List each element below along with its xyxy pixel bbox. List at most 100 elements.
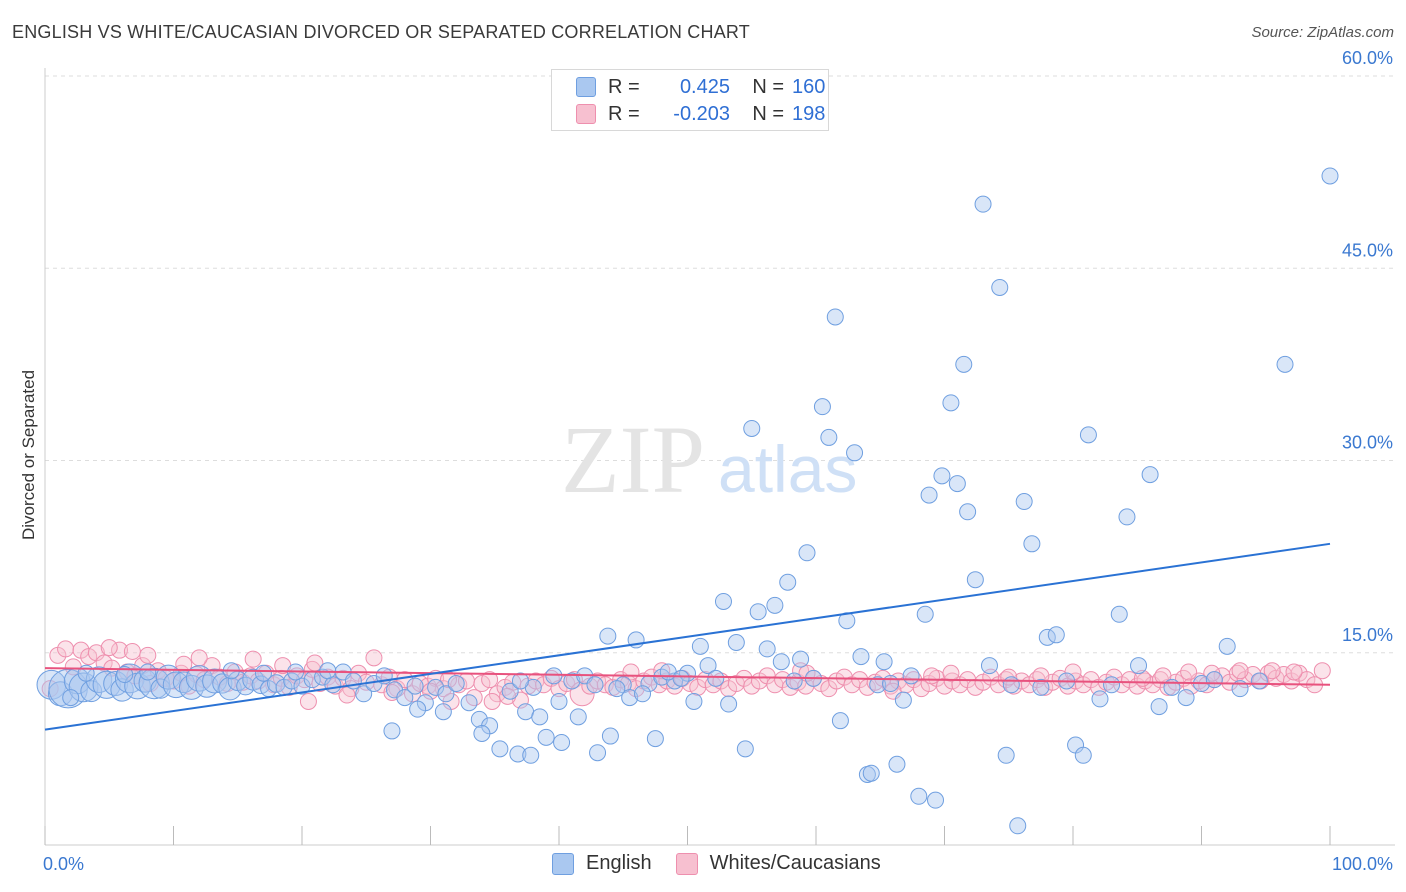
point-english [599, 627, 617, 645]
point-whites [499, 687, 517, 705]
y-tick-label: 30.0% [1342, 433, 1393, 453]
point-english [172, 671, 195, 694]
point-english [714, 592, 732, 610]
point-english [589, 744, 607, 762]
x-tick-label: 100.0% [1332, 854, 1393, 874]
point-whites [1263, 662, 1281, 680]
legend-n-label: N = [752, 102, 784, 125]
point-english [910, 787, 928, 805]
point-english [766, 596, 784, 614]
bottom-legend-label-whites: Whites/Caucasians [709, 852, 881, 874]
point-english [792, 650, 810, 668]
bottom-legend-swatch-whites [675, 852, 698, 875]
point-whites [483, 692, 501, 710]
point-english [749, 603, 767, 621]
point-english [62, 689, 80, 707]
point-whites [1180, 663, 1198, 681]
point-english [470, 710, 488, 728]
point-whites [653, 662, 671, 680]
grid [45, 75, 1395, 654]
point-english [36, 669, 67, 700]
point-english [608, 680, 626, 698]
point-english [319, 662, 337, 680]
watermark-zip: ZIP [561, 406, 705, 513]
point-english [1091, 690, 1109, 708]
point-whites [190, 649, 208, 667]
point-english [501, 682, 519, 700]
legend-r-label: R = [608, 75, 640, 98]
point-english [875, 653, 893, 671]
point-english [114, 663, 145, 694]
point-english [743, 419, 761, 437]
point-whites [299, 692, 317, 710]
point-english [1250, 672, 1268, 690]
point-whites [1154, 667, 1172, 685]
trend-lines [44, 542, 1331, 731]
legend-swatch-english [576, 77, 596, 97]
point-whites [1032, 667, 1050, 685]
point-english [406, 677, 424, 695]
point-english [991, 278, 1009, 296]
chart-title: ENGLISH VS WHITE/CAUCASIAN DIVORCED OR S… [12, 22, 750, 42]
point-whites [1285, 663, 1303, 681]
point-english [254, 664, 272, 682]
point-english [1047, 626, 1065, 644]
point-english [138, 667, 170, 700]
point-english [959, 503, 977, 521]
point-whites [123, 642, 141, 660]
point-english [569, 708, 587, 726]
point-english [92, 670, 121, 699]
bottom-legend-label-english: English [586, 852, 652, 874]
point-english [634, 685, 652, 703]
trend-line-english [44, 542, 1331, 731]
point-english [869, 676, 887, 694]
legend-row-english: R = 0.425 N = 160 [576, 75, 825, 99]
legend-row-whites: R = -0.203 N = 198 [576, 102, 825, 126]
point-english [813, 398, 831, 416]
point-english [1074, 746, 1092, 764]
point-english [927, 791, 945, 809]
source-label: Source: ZipAtlas.com [1251, 24, 1394, 41]
bottom-legend: English Whites/Caucasians [552, 852, 905, 875]
y-tick-label: 45.0% [1342, 240, 1393, 260]
point-english [212, 673, 233, 694]
point-english [699, 657, 717, 675]
point-english [621, 689, 639, 707]
point-english [980, 657, 998, 675]
point-english [85, 666, 113, 693]
point-english [103, 671, 129, 697]
point-english [1023, 535, 1041, 553]
point-english [537, 728, 555, 746]
point-whites [383, 683, 401, 701]
point-english [437, 685, 455, 703]
point-english [902, 667, 920, 685]
point-english [1103, 676, 1121, 694]
point-english [779, 573, 797, 591]
point-english [846, 444, 864, 462]
bottom-legend-whites: Whites/Caucasians [675, 852, 881, 875]
point-whites [111, 641, 129, 659]
point-english [798, 544, 816, 562]
point-english [758, 640, 776, 658]
point-english [727, 633, 745, 651]
point-english [1110, 605, 1128, 623]
point-english [383, 722, 401, 740]
point-english [888, 755, 906, 773]
point-english [550, 692, 568, 710]
point-english [473, 724, 491, 742]
point-english [720, 695, 738, 713]
point-english [601, 727, 619, 745]
point-english [1141, 466, 1159, 484]
point-english [685, 692, 703, 710]
point-whites [80, 648, 98, 666]
point-english [447, 675, 465, 693]
point-english [672, 669, 690, 687]
legend: R = 0.425 N = 160 R = -0.203 N = 198 [551, 69, 829, 131]
point-english [974, 195, 992, 213]
point-english [283, 672, 301, 690]
trend-line-whites [44, 667, 1331, 686]
point-english [563, 672, 581, 690]
point-english [195, 674, 219, 698]
point-english [460, 694, 478, 712]
